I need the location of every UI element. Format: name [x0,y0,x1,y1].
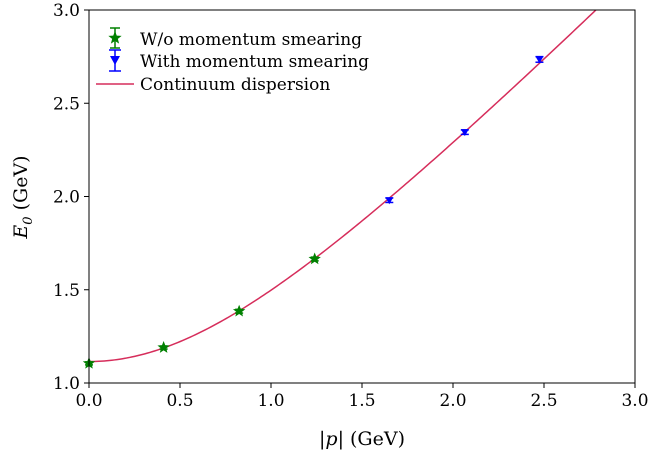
legend: W/o momentum smearing With momentum smea… [96,27,369,95]
x-tick-label: 2.0 [439,391,466,411]
y-tick-label: 1.5 [53,281,80,301]
x-tick-label: 0.0 [75,391,102,411]
data-point-star [157,341,170,353]
y-axis-ticks: 1.0 1.5 2.0 2.5 3.0 [53,1,89,394]
legend-item-blue: With momentum smearing [109,49,369,72]
x-tick-label: 1.5 [348,391,375,411]
data-point-triangle [385,197,394,205]
x-axis-ticks: 0.0 0.5 1.0 1.5 2.0 2.5 3.0 [75,383,649,411]
y-axis-label-sub: 0 [21,216,36,224]
y-axis-label-unit: (GeV) [10,155,32,216]
legend-triangle-icon [110,56,120,65]
y-axis-label-var: E [10,225,32,240]
data-point-triangle [535,56,544,64]
legend-item-green: W/o momentum smearing [108,27,362,50]
series-layer [82,9,597,369]
legend-item-line: Continuum dispersion [96,75,330,95]
y-tick-label: 1.0 [53,374,80,394]
x-axis-label: |p| (GeV) [319,428,405,450]
data-point-star [232,304,246,317]
x-axis-label-unit: (GeV) [344,428,405,450]
data-point-triangle [460,129,469,137]
y-tick-label: 2.5 [53,94,80,114]
y-tick-label: 3.0 [53,1,80,21]
x-tick-label: 0.5 [166,391,193,411]
data-point-star [308,252,321,265]
x-tick-label: 2.5 [530,391,557,411]
x-axis-label-var: |p| [319,428,344,450]
legend-label-line: Continuum dispersion [140,75,330,95]
continuum-dispersion-line [88,9,597,363]
x-tick-label: 1.0 [257,391,284,411]
legend-label-green: W/o momentum smearing [140,30,362,50]
x-tick-label: 3.0 [621,391,648,411]
y-tick-label: 2.0 [53,188,80,208]
legend-label-blue: With momentum smearing [140,52,369,72]
y-axis-label: E0 (GeV) [10,155,36,239]
legend-star-icon [108,31,122,44]
